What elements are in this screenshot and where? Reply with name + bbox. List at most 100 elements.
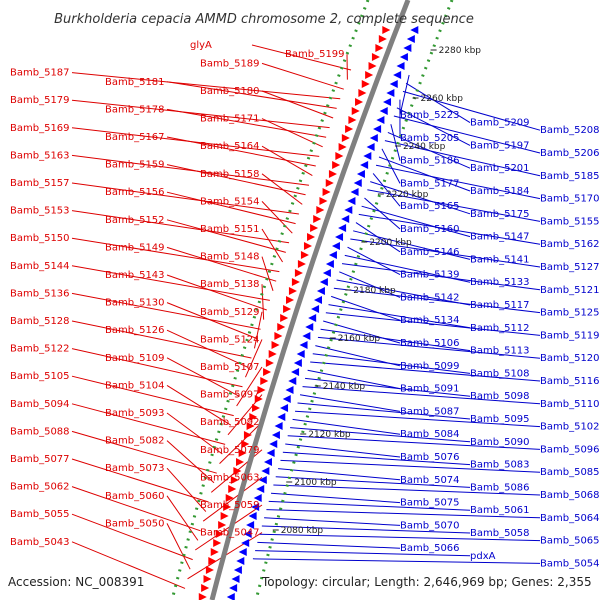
- gene-label: Bamb_5074: [400, 475, 460, 486]
- reverse-gene-arrow: [356, 170, 365, 178]
- leader-line: [71, 237, 280, 273]
- gene-label: Bamb_5110: [540, 399, 600, 410]
- leader-line: [361, 205, 471, 238]
- reverse-gene-arrow: [373, 125, 382, 133]
- gene-label: Bamb_5125: [540, 308, 600, 319]
- leader-line: [402, 90, 541, 131]
- gene-label: Bamb_5124: [200, 334, 260, 345]
- leader-line: [399, 74, 410, 116]
- leader-line: [310, 361, 541, 382]
- forward-gene-arrow: [265, 359, 274, 367]
- leader-line: [278, 468, 401, 481]
- leader-line: [358, 213, 541, 245]
- forward-gene-arrow: [201, 584, 210, 592]
- gene-label: Bamb_5178: [105, 104, 165, 115]
- reverse-gene-arrow: [341, 215, 350, 223]
- gene-label: Bamb_5206: [540, 148, 600, 159]
- gene-label: Bamb_5093: [105, 408, 165, 419]
- leader-line: [305, 377, 471, 397]
- forward-gene-arrow: [228, 485, 237, 493]
- gene-label: Bamb_5164: [200, 141, 260, 152]
- gene-label: Bamb_5167: [105, 132, 165, 143]
- gene-label: Bamb_5150: [10, 233, 70, 244]
- forward-gene-arrow: [254, 395, 263, 403]
- forward-gene-arrow: [307, 233, 316, 241]
- gene-label: Bamb_5160: [400, 224, 460, 235]
- forward-gene-arrow: [368, 62, 377, 70]
- gene-label: Bamb_5084: [400, 429, 460, 440]
- gene-label: Bamb_5170: [540, 194, 600, 205]
- reverse-gene-arrow: [291, 368, 300, 376]
- leader-line: [166, 136, 316, 167]
- reverse-gene-arrow: [316, 287, 325, 295]
- gene-label: Bamb_5133: [470, 277, 530, 288]
- reverse-gene-arrow: [236, 557, 245, 565]
- gene-label: Bamb_5197: [470, 140, 530, 151]
- leader-line: [166, 495, 199, 541]
- gene-label: Bamb_5151: [200, 224, 260, 235]
- leader-line: [236, 366, 263, 407]
- leader-line: [71, 99, 330, 129]
- gene-label: Bamb_5149: [105, 242, 165, 253]
- gene-label: Bamb_5223: [400, 110, 460, 121]
- gene-label: Bamb_5165: [400, 201, 460, 212]
- genome-ring: 2080 kbp 2100 kbp 2120 kbp 2140 kbp 2160 kbp…: [170, 0, 482, 600]
- topology-summary: Topology: circular; Length: 2,646,969 bp…: [261, 575, 592, 589]
- leader-line: [166, 108, 327, 138]
- forward-gene-arrow: [351, 107, 360, 115]
- leader-line: [328, 304, 471, 329]
- leader-line: [282, 451, 471, 466]
- leader-line: [350, 238, 541, 268]
- kbp-tick-label: 2220 kbp: [386, 190, 429, 200]
- leader-line: [71, 513, 193, 561]
- gene-label: Bamb_5128: [10, 316, 70, 327]
- forward-gene-arrow: [345, 125, 354, 133]
- forward-gene-arrow: [230, 476, 239, 484]
- gene-label: Bamb_5107: [200, 362, 260, 373]
- reverse-gene-arrow: [293, 359, 302, 367]
- reverse-gene-arrow: [271, 431, 280, 439]
- reverse-gene-arrow: [308, 314, 317, 322]
- gene-label: Bamb_5108: [470, 368, 530, 379]
- reverse-gene-arrow: [282, 395, 291, 403]
- leader-line: [285, 443, 401, 458]
- reverse-gene-arrow: [299, 341, 308, 349]
- leader-line: [280, 459, 541, 473]
- gene-label: pdxA: [470, 551, 496, 562]
- kbp-tick-label: 2240 kbp: [403, 142, 446, 152]
- gene-label: Bamb_5142: [400, 292, 460, 303]
- gene-label: Bamb_5059: [200, 500, 260, 511]
- leader-line: [297, 402, 471, 420]
- forward-gene-arrow: [355, 98, 364, 106]
- forward-gene-arrow: [274, 332, 283, 340]
- gene-label: Bamb_5055: [10, 509, 70, 520]
- kbp-tick-label: 2200 kbp: [369, 238, 412, 248]
- leader-line: [166, 219, 286, 253]
- reverse-gene-arrow: [369, 134, 378, 142]
- leader-line: [261, 228, 283, 263]
- reverse-gene-arrow: [269, 440, 278, 448]
- leader-line: [290, 427, 471, 443]
- gene-label: Bamb_5106: [400, 338, 460, 349]
- gene-label: Bamb_5121: [540, 285, 600, 296]
- forward-gene-arrow: [325, 179, 334, 187]
- forward-gene-arrow: [208, 557, 217, 565]
- leader-line: [317, 336, 541, 359]
- reverse-gene-arrow: [243, 530, 252, 538]
- leader-line: [244, 339, 263, 378]
- leader-line: [331, 295, 401, 321]
- gene-label: Bamb_5116: [540, 376, 600, 387]
- gene-label: Bamb_5098: [470, 391, 530, 402]
- forward-gene-arrow: [310, 224, 319, 232]
- gene-label: Bamb_5138: [200, 279, 260, 290]
- reverse-gene-arrow: [274, 422, 283, 430]
- reverse-gene-arrow: [256, 485, 265, 493]
- leader-line: [261, 201, 293, 234]
- gene-label: Bamb_5129: [200, 307, 260, 318]
- forward-gene-arrow: [252, 404, 261, 412]
- gene-label: Bamb_5122: [10, 344, 70, 355]
- kbp-tick-label: 2280 kbp: [439, 46, 482, 56]
- leader-line: [261, 173, 303, 205]
- forward-gene-arrow: [218, 521, 227, 529]
